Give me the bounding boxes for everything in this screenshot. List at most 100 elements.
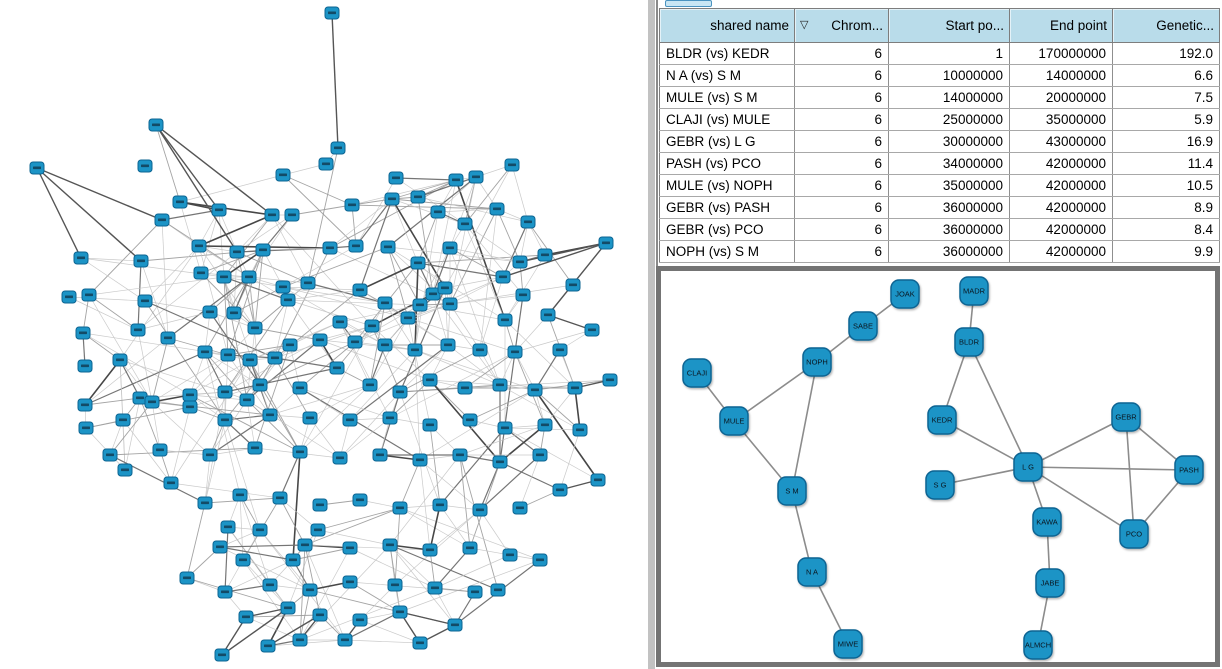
cell-shared-name[interactable]: MULE (vs) S M xyxy=(659,86,795,109)
cell-value[interactable]: 6 xyxy=(794,130,889,153)
cell-value[interactable]: 6 xyxy=(794,218,889,241)
network-node-bldr[interactable]: BLDR xyxy=(954,327,984,357)
network-node[interactable] xyxy=(78,421,94,435)
network-node[interactable] xyxy=(590,473,606,487)
network-node[interactable] xyxy=(312,498,328,512)
network-node[interactable] xyxy=(212,540,228,554)
network-node[interactable] xyxy=(252,523,268,537)
network-node[interactable] xyxy=(392,501,408,515)
subnetwork-edge-NOPH-S M[interactable] xyxy=(791,361,818,492)
network-node[interactable] xyxy=(382,411,398,425)
network-node[interactable] xyxy=(255,243,271,257)
network-node[interactable] xyxy=(247,321,263,335)
cell-shared-name[interactable]: MULE (vs) NOPH xyxy=(659,174,795,197)
network-node[interactable] xyxy=(442,241,458,255)
cell-value[interactable]: 36000000 xyxy=(888,196,1010,219)
network-node[interactable] xyxy=(448,173,464,187)
cell-value[interactable]: 6 xyxy=(794,42,889,65)
network-node[interactable] xyxy=(412,453,428,467)
cell-value[interactable]: 8.9 xyxy=(1112,196,1220,219)
network-node[interactable] xyxy=(312,608,328,622)
subnetwork-edge-GEBR-PCO[interactable] xyxy=(1125,416,1135,535)
network-node[interactable] xyxy=(352,283,368,297)
network-node[interactable] xyxy=(492,455,508,469)
network-node-mule[interactable]: MULE xyxy=(719,406,749,436)
network-node[interactable] xyxy=(380,240,396,254)
network-node[interactable] xyxy=(567,381,583,395)
network-node[interactable] xyxy=(400,311,416,325)
column-header-startpo[interactable]: Start po... xyxy=(888,8,1010,43)
network-node[interactable] xyxy=(422,543,438,557)
network-node[interactable] xyxy=(468,170,484,184)
cell-value[interactable]: 14000000 xyxy=(888,86,1010,109)
network-node[interactable] xyxy=(197,496,213,510)
network-node[interactable] xyxy=(238,610,254,624)
network-node[interactable] xyxy=(422,373,438,387)
network-node[interactable] xyxy=(318,157,334,171)
network-node[interactable] xyxy=(214,648,230,662)
network-node[interactable] xyxy=(377,296,393,310)
network-node[interactable] xyxy=(447,618,463,632)
network-node-sabe[interactable]: SABE xyxy=(848,311,878,341)
network-node[interactable] xyxy=(247,441,263,455)
network-node[interactable] xyxy=(226,306,242,320)
network-node[interactable] xyxy=(497,421,513,435)
cell-value[interactable]: 8.4 xyxy=(1112,218,1220,241)
network-node[interactable] xyxy=(252,378,268,392)
cell-shared-name[interactable]: GEBR (vs) PASH xyxy=(659,196,795,219)
cell-value[interactable]: 6 xyxy=(794,174,889,197)
network-node[interactable] xyxy=(490,583,506,597)
network-node[interactable] xyxy=(565,278,581,292)
network-node[interactable] xyxy=(275,280,291,294)
network-node[interactable] xyxy=(515,288,531,302)
network-node-gebr[interactable]: GEBR xyxy=(1111,402,1141,432)
network-node[interactable] xyxy=(229,245,245,259)
cell-shared-name[interactable]: CLAJI (vs) MULE xyxy=(659,108,795,131)
network-node[interactable] xyxy=(193,266,209,280)
network-node[interactable] xyxy=(81,288,97,302)
network-node[interactable] xyxy=(280,601,296,615)
cell-value[interactable]: 42000000 xyxy=(1009,152,1113,175)
network-node[interactable] xyxy=(552,483,568,497)
column-header-endpoint[interactable]: End point xyxy=(1009,8,1113,43)
network-node-joak[interactable]: JOAK xyxy=(890,279,920,309)
network-node[interactable] xyxy=(427,581,443,595)
cell-value[interactable]: 6 xyxy=(794,240,889,263)
network-node-claji[interactable]: CLAJI xyxy=(682,358,712,388)
network-node[interactable] xyxy=(172,195,188,209)
cell-value[interactable]: 42000000 xyxy=(1009,196,1113,219)
network-node[interactable] xyxy=(264,208,280,222)
network-node[interactable] xyxy=(520,215,536,229)
table-row[interactable]: CLAJI (vs) MULE 6 25000000 35000000 5.9 xyxy=(659,108,1220,131)
network-node[interactable] xyxy=(272,491,288,505)
network-node[interactable] xyxy=(112,353,128,367)
network-node-miwe[interactable]: MIWE xyxy=(833,629,863,659)
network-node[interactable] xyxy=(154,213,170,227)
network-node[interactable] xyxy=(332,451,348,465)
cell-value[interactable]: 34000000 xyxy=(888,152,1010,175)
column-header-sharedname[interactable]: shared name xyxy=(659,8,795,43)
network-node[interactable] xyxy=(537,418,553,432)
network-node-pco[interactable]: PCO xyxy=(1119,519,1149,549)
network-node[interactable] xyxy=(410,256,426,270)
cell-value[interactable]: 36000000 xyxy=(888,218,1010,241)
network-node[interactable] xyxy=(262,408,278,422)
network-node[interactable] xyxy=(267,351,283,365)
network-node[interactable] xyxy=(102,448,118,462)
network-node[interactable] xyxy=(512,255,528,269)
network-node[interactable] xyxy=(507,345,523,359)
network-node[interactable] xyxy=(437,281,453,295)
cell-value[interactable]: 36000000 xyxy=(888,240,1010,263)
cell-value[interactable]: 14000000 xyxy=(1009,64,1113,87)
network-node[interactable] xyxy=(260,639,276,653)
cell-shared-name[interactable]: PASH (vs) PCO xyxy=(659,152,795,175)
network-node[interactable] xyxy=(61,290,77,304)
cell-value[interactable]: 30000000 xyxy=(888,130,1010,153)
cell-value[interactable]: 43000000 xyxy=(1009,130,1113,153)
network-node[interactable] xyxy=(282,338,298,352)
network-node[interactable] xyxy=(572,423,588,437)
table-row[interactable]: GEBR (vs) L G 6 30000000 43000000 16.9 xyxy=(659,130,1220,153)
network-node[interactable] xyxy=(275,168,291,182)
network-node[interactable] xyxy=(342,575,358,589)
network-node[interactable] xyxy=(332,315,348,329)
